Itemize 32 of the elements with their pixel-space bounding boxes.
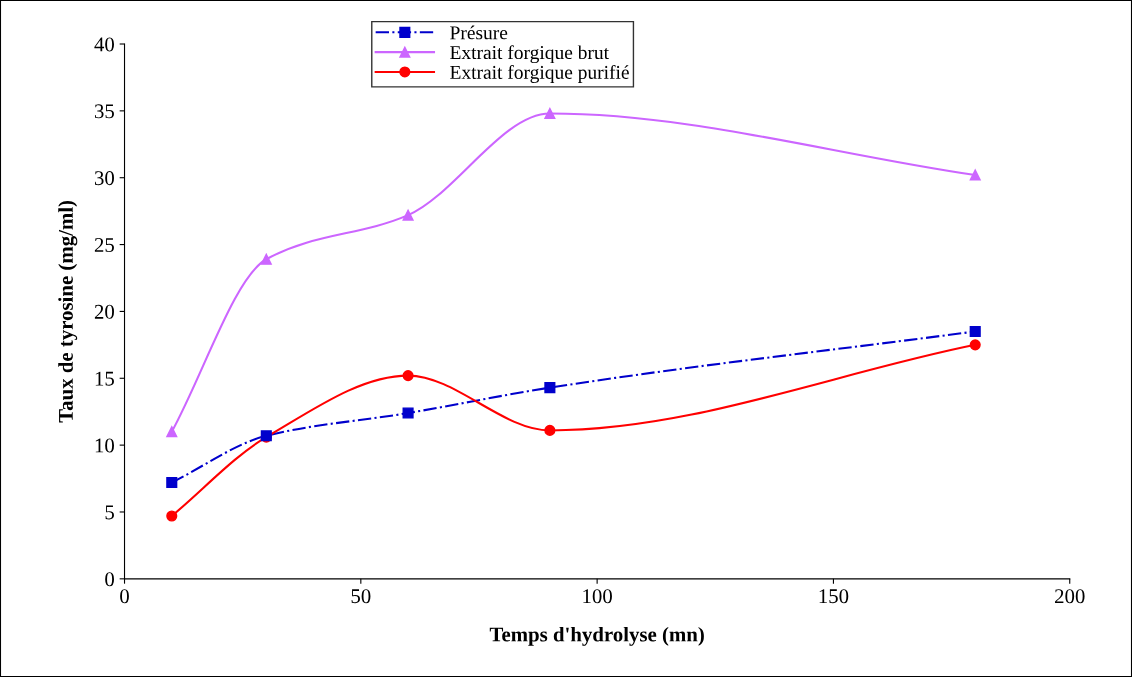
- point: [402, 209, 414, 221]
- y-axis-title: Taux de tyrosine (mg/ml): [58, 200, 78, 423]
- point: [969, 325, 981, 338]
- point: [544, 424, 556, 436]
- x-tick-label: 50: [351, 589, 371, 604]
- x-axis-title: Temps d'hydrolyse (mn): [489, 626, 704, 646]
- y-tick-label: 35: [94, 104, 114, 119]
- x-tick-label: 0: [120, 589, 129, 604]
- point: [544, 382, 556, 394]
- point: [969, 339, 981, 351]
- point: [166, 510, 178, 522]
- point: [166, 477, 178, 489]
- legend-label: Extrait forgique brut: [450, 45, 609, 64]
- y-tick-label: 20: [94, 304, 114, 319]
- y-tick-label: 10: [95, 438, 114, 453]
- point: [969, 169, 981, 181]
- point: [402, 370, 414, 382]
- y-tick-label: 40: [94, 37, 114, 52]
- legend-label: Extrait forgique purifié: [450, 65, 629, 83]
- y-tick-label: 0: [105, 572, 114, 587]
- y-tick-label: 5: [105, 505, 114, 520]
- point: [402, 407, 414, 419]
- y-tick-label: 15: [95, 371, 114, 386]
- point: [260, 253, 272, 265]
- y-tick-label: 30: [94, 171, 114, 186]
- x-tick-label: 150: [819, 589, 849, 604]
- x-tick-label: 200: [1055, 589, 1085, 604]
- y-tick-label: 25: [94, 238, 114, 252]
- legend-label: Présure: [450, 25, 508, 40]
- point: [166, 426, 178, 438]
- x-tick-label: 100: [583, 589, 612, 604]
- point: [544, 107, 556, 120]
